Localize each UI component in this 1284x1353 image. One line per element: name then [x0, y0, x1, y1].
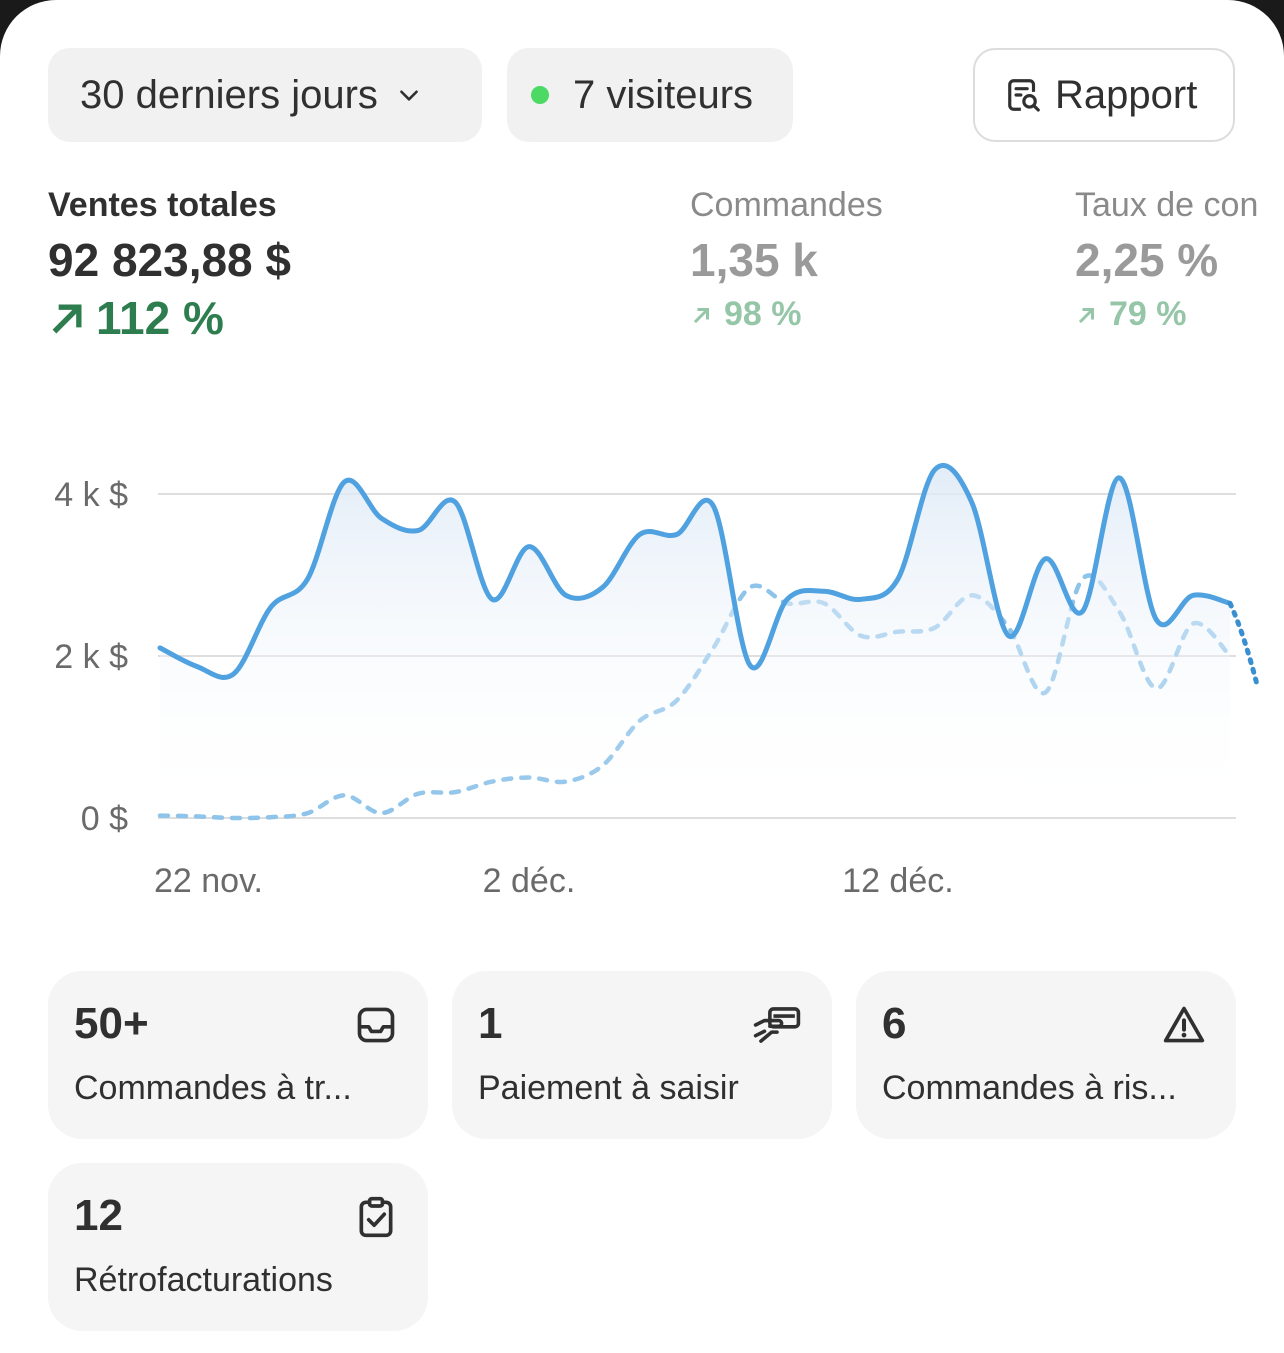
tile-label: Commandes à tr...: [74, 1069, 352, 1107]
metric-delta: 112 %: [48, 291, 291, 345]
live-status-dot: [531, 86, 549, 104]
chevron-down-icon: [400, 90, 418, 101]
date-range-label: 30 derniers jours: [80, 72, 378, 117]
hand-card-icon: [753, 1007, 801, 1043]
tile-count: 50+: [74, 999, 149, 1048]
sales-line-chart[interactable]: 4 k $ 2 k $ 0 $ 22 nov. 2 déc. 12 déc.: [0, 440, 1284, 920]
metric-delta: 79 %: [1075, 295, 1258, 334]
y-tick-label: 0 $: [81, 800, 128, 838]
sales-projection-line: [1227, 600, 1261, 691]
metric-conversion-rate[interactable]: Taux de con 2,25 % 79 %: [1075, 186, 1258, 334]
tile-payment-to-capture[interactable]: 1 Paiement à saisir: [452, 971, 832, 1139]
alert-triangle-icon: [1163, 1006, 1205, 1043]
tile-chargebacks[interactable]: 12 Rétrofacturations: [48, 1163, 428, 1331]
visitors-label: 7 visiteurs: [573, 72, 754, 117]
arrow-up-right-icon: [52, 304, 82, 334]
sales-series-line: [157, 462, 1233, 680]
x-tick-label: 12 déc.: [842, 862, 954, 900]
tile-count: 12: [74, 1191, 123, 1240]
x-tick-label: 22 nov.: [154, 862, 263, 900]
tile-orders-to-fulfill[interactable]: 50+ Commandes à tr...: [48, 971, 428, 1139]
metric-label: Ventes totales: [48, 186, 277, 224]
clipboard-check-icon: [359, 1196, 393, 1238]
live-visitors-pill[interactable]: 7 visiteurs: [507, 48, 793, 142]
metric-orders[interactable]: Commandes 1,35 k 98 %: [690, 186, 883, 334]
inbox-icon: [357, 1007, 395, 1043]
metric-delta-value: 112 %: [96, 292, 224, 344]
report-button-label: Rapport: [1055, 72, 1198, 117]
tile-label: Commandes à ris...: [882, 1069, 1177, 1107]
metric-delta-value: 79 %: [1109, 295, 1187, 333]
tile-orders-at-risk[interactable]: 6 Commandes à ris...: [856, 971, 1236, 1139]
tile-count: 6: [882, 999, 907, 1048]
arrow-up-right-icon: [693, 307, 710, 323]
metric-delta-value: 98 %: [724, 295, 802, 333]
metric-total-sales[interactable]: Ventes totales 92 823,88 $ 112 %: [48, 186, 291, 345]
metric-value: 92 823,88 $: [48, 234, 292, 286]
x-tick-label: 2 déc.: [483, 862, 576, 900]
arrow-up-right-icon: [1078, 307, 1095, 323]
y-tick-label: 2 k $: [54, 638, 128, 676]
metric-delta: 98 %: [690, 295, 883, 334]
metric-value: 1,35 k: [690, 234, 818, 286]
metric-label: Commandes: [690, 186, 883, 224]
report-button[interactable]: Rapport: [973, 48, 1235, 142]
sales-area-fill: [160, 465, 1230, 818]
report-search-icon: [1008, 79, 1040, 112]
date-range-selector[interactable]: 30 derniers jours: [48, 48, 482, 142]
metric-label: Taux de con: [1075, 186, 1259, 224]
metric-value: 2,25 %: [1075, 234, 1219, 286]
tile-label: Paiement à saisir: [478, 1069, 739, 1107]
tile-count: 1: [478, 999, 503, 1048]
y-tick-label: 4 k $: [54, 476, 128, 514]
tile-label: Rétrofacturations: [74, 1261, 333, 1299]
